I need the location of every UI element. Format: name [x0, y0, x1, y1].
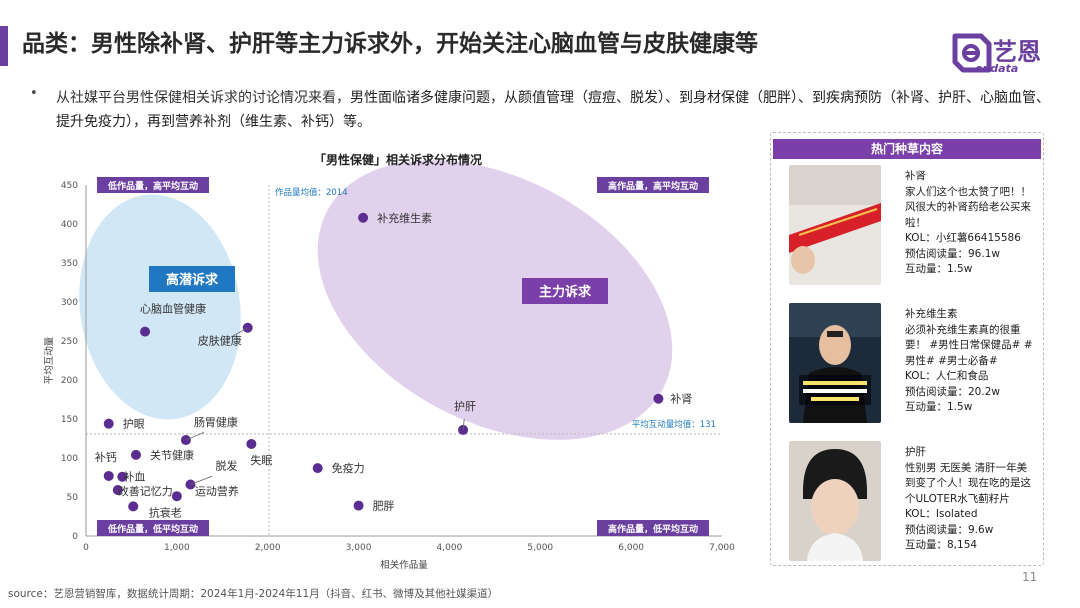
y-tick-label: 300	[61, 298, 78, 308]
chart-title: 「男性保健」相关诉求分布情况	[314, 152, 482, 167]
svg-text:低作品量，高平均互动: 低作品量，高平均互动	[107, 180, 198, 192]
point-leader-line	[230, 327, 248, 338]
content-card-text-3: 护肝 性别男 无医美 清肝一年美到变了个人！现在吃的是这个ULOTER水飞蓟籽片…	[905, 446, 1031, 551]
svg-text:高潜诉求: 高潜诉求	[166, 272, 219, 288]
data-point	[242, 322, 253, 333]
data-point	[353, 500, 364, 511]
y-tick-label: 150	[61, 415, 78, 425]
x-tick-label: 1,000	[164, 543, 190, 553]
point-leader-line	[462, 418, 465, 430]
content-card-1[interactable]: 补肾 家人们这个也太赞了吧！！风很大的补肾药给老公买来啦！ KOL：小红薯664…	[789, 165, 1034, 285]
point-label: 抗衰老	[149, 505, 182, 519]
y-mean-label: 平均互动量均值：131	[632, 419, 716, 430]
data-point	[117, 471, 128, 482]
data-point	[130, 449, 141, 460]
x-tick-label: 7,000	[709, 543, 735, 553]
point-label: 肥胖	[373, 500, 395, 513]
content-card-text-1: 补肾 家人们这个也太赞了吧！！风很大的补肾药给老公买来啦！ KOL：小红薯664…	[905, 170, 1031, 275]
point-label: 免疫力	[332, 461, 365, 475]
potential-cluster-ellipse	[79, 194, 241, 420]
point-label: 护肝	[454, 399, 476, 413]
point-label: 补血	[123, 470, 145, 484]
svg-text:主力诉求: 主力诉求	[539, 284, 592, 300]
bullet-marker: •	[30, 86, 38, 101]
x-tick-label: 5,000	[527, 543, 553, 553]
x-tick-label: 4,000	[437, 543, 463, 553]
quadrant-label-bottom-left: 低作品量，低平均互动	[97, 520, 209, 536]
content-card-3[interactable]: 护肝 性别男 无医美 清肝一年美到变了个人！现在吃的是这个ULOTER水飞蓟籽片…	[789, 441, 1034, 561]
data-point	[103, 418, 114, 429]
quadrant-label-top-left: 低作品量，高平均互动	[97, 177, 209, 193]
y-tick-label: 100	[61, 454, 78, 464]
point-leader-line	[190, 475, 213, 485]
svg-text:高作品量，高平均互动: 高作品量，高平均互动	[608, 180, 698, 192]
data-point	[103, 470, 114, 481]
point-label: 补钙	[95, 450, 117, 464]
y-tick-label: 450	[61, 181, 78, 191]
data-point	[653, 393, 664, 404]
page-number: 11	[1022, 570, 1038, 584]
page-title: 品类：男性除补肾、护肝等主力诉求外，开始关注心脑血管与皮肤健康等	[22, 31, 758, 57]
data-point	[140, 326, 151, 337]
intro-paragraph: 从社媒平台男性保健相关诉求的讨论情况来看，男性面临诸多健康问题，从颜值管理（痘痘…	[56, 86, 1056, 134]
logo-subtext: endata	[975, 62, 1019, 75]
point-label: 关节健康	[150, 448, 194, 462]
title-accent-bar	[0, 26, 8, 66]
logo-text: 艺恩	[993, 38, 1041, 66]
y-tick-label: 50	[67, 493, 79, 503]
data-point	[246, 438, 257, 449]
cluster-label-main: 主力诉求	[522, 278, 608, 304]
hot-content-header: 热门种草内容	[773, 139, 1041, 159]
thumbnail-image-vitamin	[789, 303, 881, 423]
x-mean-label: 作品量均值：2014	[275, 187, 348, 198]
reference-lines: 作品量均值：2014 平均互动量均值：131	[86, 185, 722, 536]
svg-text:低作品量，低平均互动: 低作品量，低平均互动	[107, 523, 198, 535]
point-label: 心脑血管健康	[140, 302, 206, 316]
x-tick-label: 0	[83, 543, 89, 553]
main-cluster-ellipse	[317, 160, 673, 440]
point-label: 失眠	[250, 454, 272, 467]
y-tick-label: 350	[61, 259, 78, 269]
content-card-text-2: 补充维生素 必须补充维生素真的很重要！ #男性日常保健品# #男性# #男士必备…	[905, 308, 1033, 413]
x-tick-label: 3,000	[346, 543, 372, 553]
data-point	[112, 484, 123, 495]
source-note: source：艺恩营销智库，数据统计周期：2024年1月-2024年11月（抖音…	[8, 588, 499, 600]
point-label: 运动营养	[195, 484, 239, 498]
data-point	[171, 491, 182, 502]
cluster-label-potential: 高潜诉求	[149, 266, 235, 292]
y-tick-label: 200	[61, 376, 78, 386]
point-label: 脱发	[215, 459, 237, 473]
point-label: 改善记忆力	[118, 484, 173, 498]
x-tick-label: 6,000	[618, 543, 644, 553]
y-tick-label: 400	[61, 220, 78, 230]
thumbnail-image-hugan	[789, 441, 881, 561]
y-axis-title: 平均互动量	[43, 336, 55, 384]
y-tick-label: 250	[61, 337, 78, 347]
data-point	[128, 501, 139, 512]
endata-logo: 艺恩 endata	[945, 30, 1065, 78]
x-tick-label: 2,000	[255, 543, 281, 553]
point-label: 皮肤健康	[198, 334, 242, 348]
point-label: 护眼	[123, 417, 145, 431]
quadrant-label-bottom-right: 高作品量，低平均互动	[597, 520, 709, 536]
intro-part-1: 从社媒平台男性保健相关诉求的讨论情况来看，	[56, 90, 350, 106]
y-tick-label: 0	[72, 532, 78, 542]
data-point	[312, 463, 323, 474]
point-label: 补充维生素	[377, 211, 432, 225]
content-card-2[interactable]: 补充维生素 必须补充维生素真的很重要！ #男性日常保健品# #男性# #男士必备…	[789, 303, 1034, 423]
data-point	[358, 212, 369, 223]
thumbnail-image-bushen	[789, 165, 881, 285]
svg-text:高作品量，低平均互动: 高作品量，低平均互动	[608, 523, 698, 535]
hot-content-panel: 热门种草内容 补肾 家人们这个也太赞了吧！！风很大的补肾药给老公买来啦！ KOL…	[770, 132, 1044, 566]
logo-mark-icon	[952, 33, 992, 73]
point-leader-line	[185, 431, 205, 441]
quadrant-label-top-right: 高作品量，高平均互动	[597, 177, 709, 193]
x-axis-title: 相关作品量	[380, 559, 428, 571]
intro-part-2: 男性面临诸多健康问题，从颜值管理（痘痘、脱发）、到身材保健（肥胖）、到疾病预防（…	[56, 90, 1050, 130]
scatter-chart: 「男性保健」相关诉求分布情况 0 50 100 150 200 250 300 350 400 4…	[43, 152, 735, 571]
point-label: 肠胃健康	[194, 415, 238, 429]
point-label: 补肾	[670, 393, 692, 406]
